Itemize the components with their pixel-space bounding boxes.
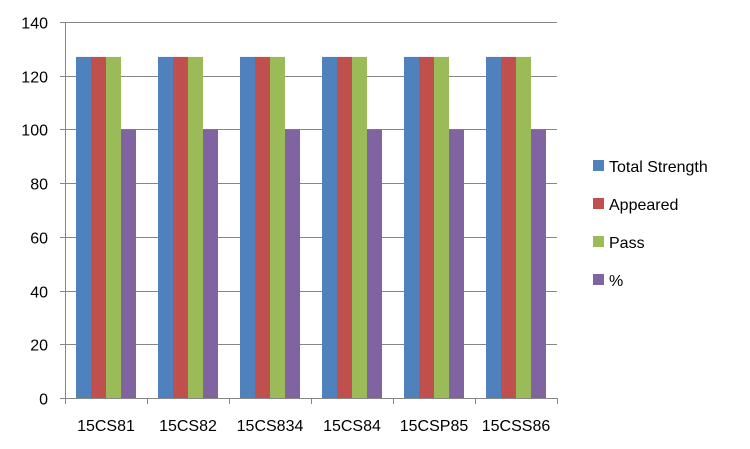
bar: [240, 56, 255, 399]
bar: [188, 56, 203, 399]
bar: [173, 56, 188, 399]
bar: [270, 56, 285, 399]
legend-label: Total Strength: [609, 159, 708, 176]
bar: [121, 129, 136, 398]
bar: [337, 56, 352, 399]
bar: [486, 56, 501, 399]
y-tick-label: 60: [30, 231, 48, 248]
y-tick-label: 120: [21, 70, 48, 87]
bar: [158, 56, 173, 399]
legend-swatch: [593, 274, 604, 285]
x-category-label: 15CS81: [77, 418, 135, 435]
legend-swatch: [593, 236, 604, 247]
y-tick-label: 20: [30, 338, 48, 355]
bar: [203, 129, 218, 398]
bar: [404, 56, 419, 399]
x-category-label: 15CS834: [237, 418, 304, 435]
legend: Total Strength Appeared Pass%: [593, 159, 708, 290]
bar: [501, 56, 516, 399]
legend-label: %: [609, 273, 623, 290]
legend-swatch: [593, 198, 604, 209]
y-tick-label: 80: [30, 177, 48, 194]
x-category-label: 15CSP85: [400, 418, 469, 435]
axes: [60, 22, 558, 404]
bar: [449, 129, 464, 398]
bar: [255, 56, 270, 399]
bar: [352, 56, 367, 399]
gridlines: [65, 22, 557, 345]
bars: [76, 56, 546, 399]
bar: [285, 129, 300, 398]
bar: [76, 56, 91, 399]
bar: [106, 56, 121, 399]
bar: [531, 129, 546, 398]
bar: [419, 56, 434, 399]
y-tick-label: 40: [30, 285, 48, 302]
x-category-label: 15CS84: [323, 418, 381, 435]
legend-label: Pass: [609, 235, 645, 252]
bar: [322, 56, 337, 399]
bar: [91, 56, 106, 399]
x-category-label: 15CS82: [159, 418, 217, 435]
x-category-label: 15CSS86: [482, 418, 551, 435]
y-axis-ticks: 0 20 40 60 80 100 120 140: [21, 16, 48, 409]
y-tick-label: 0: [39, 392, 48, 409]
bar: [516, 56, 531, 399]
legend-label: Appeared: [609, 197, 678, 214]
legend-swatch: [593, 160, 604, 171]
y-tick-label: 140: [21, 16, 48, 33]
y-tick-label: 100: [21, 123, 48, 140]
bar: [367, 129, 382, 398]
x-axis-categories: 15CS81 15CS82 15CS834 15CS84 15CSP85 15CSS86: [77, 418, 550, 435]
bar: [434, 56, 449, 399]
